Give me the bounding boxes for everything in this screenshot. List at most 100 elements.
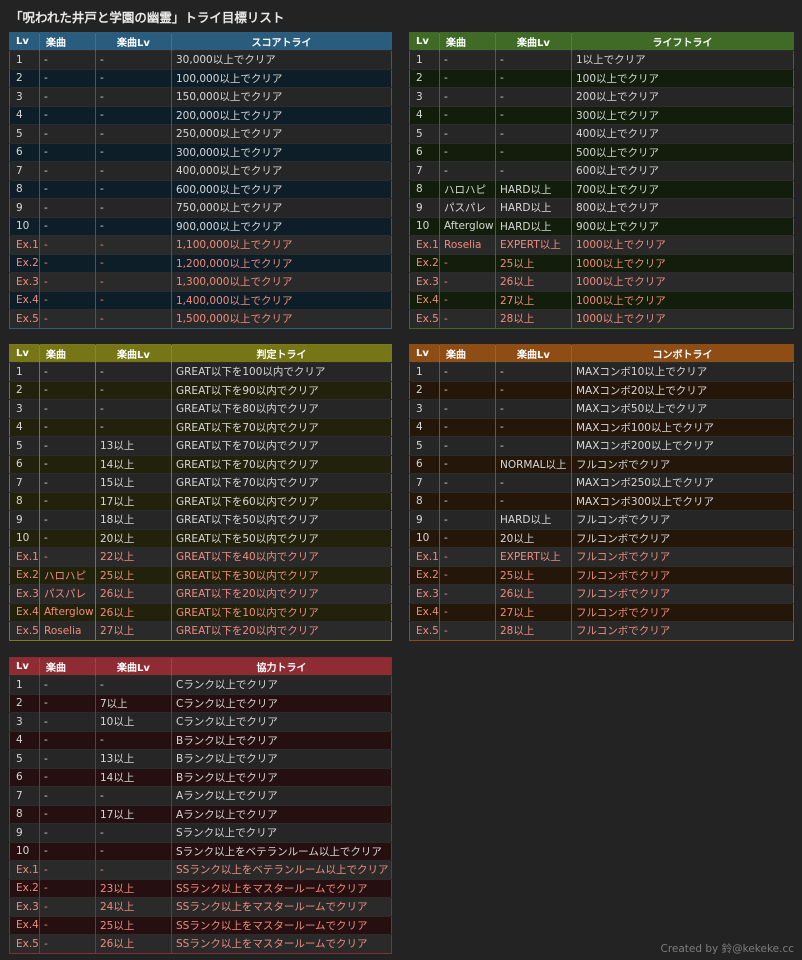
song-cell: パスパレ [439,198,496,217]
level-cell: 9 [9,198,40,217]
song-cell: - [439,272,496,291]
table-row: 2- -100,000以上でクリア [9,68,392,88]
level-cell: 1 [409,50,440,69]
condition-cell: MAXコンボ50以上でクリア [571,399,794,418]
song-cell: - [39,380,96,400]
coop-try-table: Lv 楽曲 楽曲Lv 協力トライ 1 - - Cランク以上でクリア 2-7以上 Cランク以上でクリ… [9,657,392,954]
column-header: ライフトライ [571,32,794,51]
song-level-cell: 10以上 [95,712,172,731]
song-cell: パスパレ [39,584,96,603]
level-cell: Ex.5 [9,934,40,953]
column-header: コンボトライ [571,344,794,363]
level-cell: 7 [409,473,440,492]
column-header: 楽曲 [39,344,96,363]
condition-cell: Bランク以上でクリア [171,767,392,787]
table-row: Ex.3-24以上 SSランク以上をマスタールームでクリア [9,897,392,916]
song-level-cell: 26以上 [95,602,172,622]
table-row: Ex.3 パスパレ 26以上 GREAT以下を20以内でクリア [9,584,392,603]
song-level-cell: EXPERT以上 [495,235,572,254]
table-row: 6- -300,000以上でクリア [9,142,392,162]
combo-try-table: Lv 楽曲 楽曲Lv コンボトライ 1- - MAXコンボ10以上でクリア 2- - MAXコンボ… [409,344,794,641]
song-level-cell: - [95,253,172,273]
level-cell: 9 [9,823,40,842]
column-header: Lv [9,657,40,676]
condition-cell: 1,200,000以上でクリア [171,253,392,273]
song-cell: - [39,712,96,731]
condition-cell: 300,000以上でクリア [171,142,392,162]
level-cell: 2 [9,380,40,400]
song-level-cell: 28以上 [495,309,572,328]
table-row: Ex.1 Roselia EXPERT以上 1000以上でクリア [409,235,794,254]
level-cell: Ex.1 [9,235,40,254]
condition-cell: GREAT以下を30以内でクリア [171,565,392,585]
song-level-cell: - [95,399,172,418]
song-cell: - [39,491,96,511]
song-cell: - [39,823,96,842]
table-row: Ex.1- -1,100,000以上でクリア [9,235,392,254]
song-cell: - [39,235,96,254]
song-level-cell: HARD以上 [495,216,572,236]
song-level-cell: 17以上 [95,491,172,511]
condition-cell: SSランク以上をマスタールームでクリア [171,915,392,935]
condition-cell: 1000以上でクリア [571,272,794,291]
table-row: Ex.3-26以上 1000以上でクリア [409,272,794,291]
table-row: 1- -1以上でクリア [409,50,794,69]
column-header: Lv [9,344,40,363]
table-row: 2-7以上 Cランク以上でクリア [9,693,392,713]
condition-cell: SSランク以上をマスタールームでクリア [171,934,392,953]
condition-cell: 900,000以上でクリア [171,216,392,236]
table-row: 10 Afterglow HARD以上 900以上でクリア [409,216,794,236]
level-cell: 1 [9,675,40,694]
level-cell: 4 [9,105,40,125]
condition-cell: SSランク以上をマスタールームでクリア [171,878,392,898]
level-cell: 1 [9,50,40,69]
song-cell: - [439,621,496,640]
condition-cell: 1000以上でクリア [571,309,794,328]
level-cell: 8 [9,179,40,199]
condition-cell: 600以上でクリア [571,161,794,180]
song-cell: - [39,473,96,492]
condition-cell: GREAT以下を20以内でクリア [171,621,392,640]
song-cell: - [439,161,496,180]
song-cell: - [39,87,96,106]
table-header-row: Lv 楽曲 楽曲Lv 協力トライ [9,657,392,676]
column-header: 楽曲 [439,32,496,51]
table-row: Ex.4-27以上 1000以上でクリア [409,290,794,310]
level-cell: 9 [409,510,440,529]
column-header: 楽曲 [39,657,96,676]
condition-cell: フルコンボでクリア [571,621,794,640]
level-cell: Ex.3 [409,272,440,291]
song-cell: - [439,68,496,88]
level-cell: Ex.1 [9,860,40,879]
level-cell: Ex.2 [9,253,40,273]
song-cell: - [39,934,96,953]
judge-try-table: Lv 楽曲 楽曲Lv 判定トライ 1- - GREAT以下を100以内でクリア 2- - GREA… [9,344,392,641]
table-row: 5-13以上 Bランク以上でクリア [9,749,392,768]
level-cell: 7 [409,161,440,180]
table-row: 3- -200以上でクリア [409,87,794,106]
table-row: Ex.4-25以上 SSランク以上をマスタールームでクリア [9,915,392,935]
song-level-cell: 20以上 [495,528,572,548]
life-try-table: Lv 楽曲 楽曲Lv ライフトライ 1- -1以上でクリア 2- -100以上でクリア 3- -2… [409,32,794,329]
song-cell: - [39,105,96,125]
song-level-cell: EXPERT以上 [495,547,572,566]
song-level-cell: - [95,290,172,310]
song-level-cell: 25以上 [495,253,572,273]
song-level-cell: - [495,417,572,437]
column-header: Lv [9,32,40,51]
song-level-cell: 27以上 [495,602,572,622]
song-cell: - [39,878,96,898]
table-row: 10-20以上 GREAT以下を50以内でクリア [9,528,392,548]
song-level-cell: - [495,161,572,180]
song-cell: - [439,547,496,566]
table-row: 5- - MAXコンボ200以上でクリア [409,436,794,455]
table-row: Ex.2-23以上 SSランク以上をマスタールームでクリア [9,878,392,898]
table-row: 9- - Sランク以上でクリア [9,823,392,842]
song-level-cell: - [495,491,572,511]
song-level-cell: - [495,68,572,88]
condition-cell: 800以上でクリア [571,198,794,217]
condition-cell: Cランク以上でクリア [171,712,392,731]
column-header: 楽曲 [39,32,96,51]
table-row: 7- - MAXコンボ250以上でクリア [409,473,794,492]
table-row: Ex.4- -1,400,000以上でクリア [9,290,392,310]
